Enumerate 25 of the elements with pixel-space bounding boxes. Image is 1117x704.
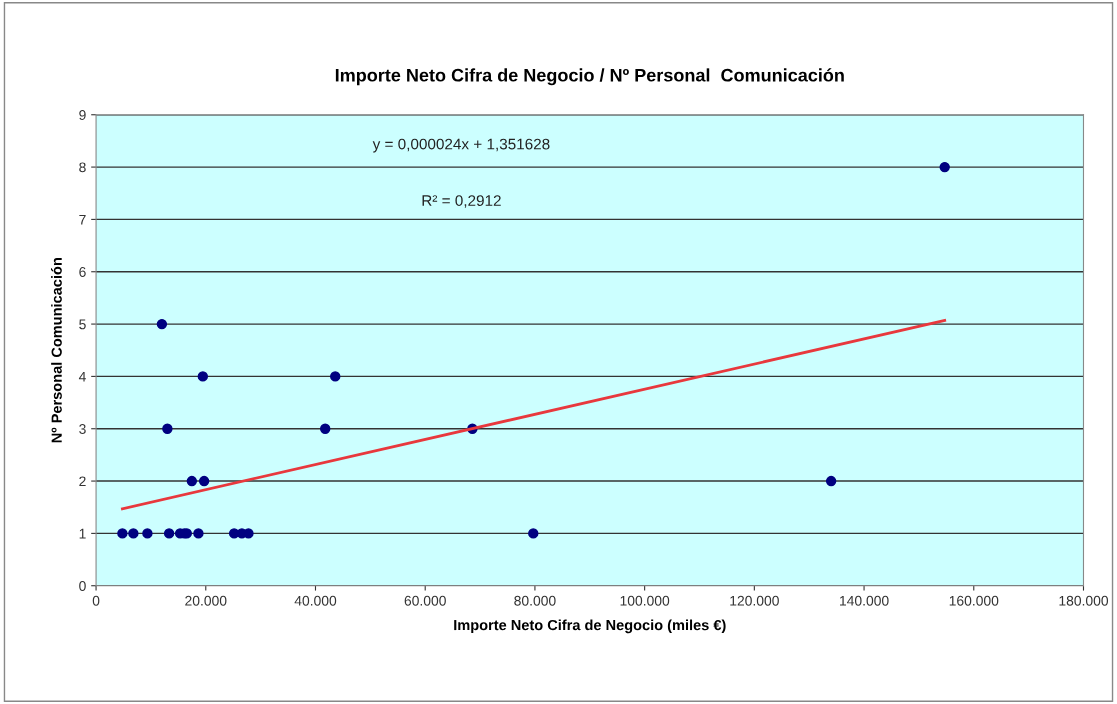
y-tick-label: 0 (79, 581, 86, 591)
x-tick-label: 120.000 (730, 595, 779, 606)
annotation: y = 0,000024x + 1,351628 (372, 138, 550, 153)
y-tick-label: 5 (79, 319, 86, 330)
y-tick-label: 2 (79, 476, 86, 487)
y-tick-label: 1 (79, 528, 86, 539)
x-tick-label: 20.000 (185, 595, 227, 606)
y-tick-label: 7 (79, 214, 86, 225)
x-tick-label: 160.000 (949, 595, 999, 606)
y-tick-label: 6 (79, 267, 86, 277)
x-tick-label: 100.000 (620, 595, 670, 606)
x-tick-label: 80.000 (514, 595, 556, 606)
x-tick-label: 140.000 (840, 595, 889, 606)
x-tick-label: 0 (92, 595, 100, 606)
x-tick-label: 40.000 (294, 595, 337, 606)
x-tick-label: 60.000 (404, 595, 446, 606)
x-axis-title: Importe Neto Cifra de Negocio (miles €) (454, 619, 726, 634)
x-tick-label: 180.000 (1059, 595, 1109, 606)
annotation: R² = 0,2912 (422, 195, 501, 208)
y-tick-label: 4 (78, 371, 86, 382)
y-tick-label: 9 (79, 110, 86, 120)
y-tick-label: 3 (79, 424, 86, 434)
y-tick-label: 8 (79, 162, 86, 173)
y-axis-title: Nº Personal Comunicación (51, 258, 62, 443)
chart-title: Importe Neto Cifra de Negocio / Nº Personal Comunicación (335, 68, 844, 86)
